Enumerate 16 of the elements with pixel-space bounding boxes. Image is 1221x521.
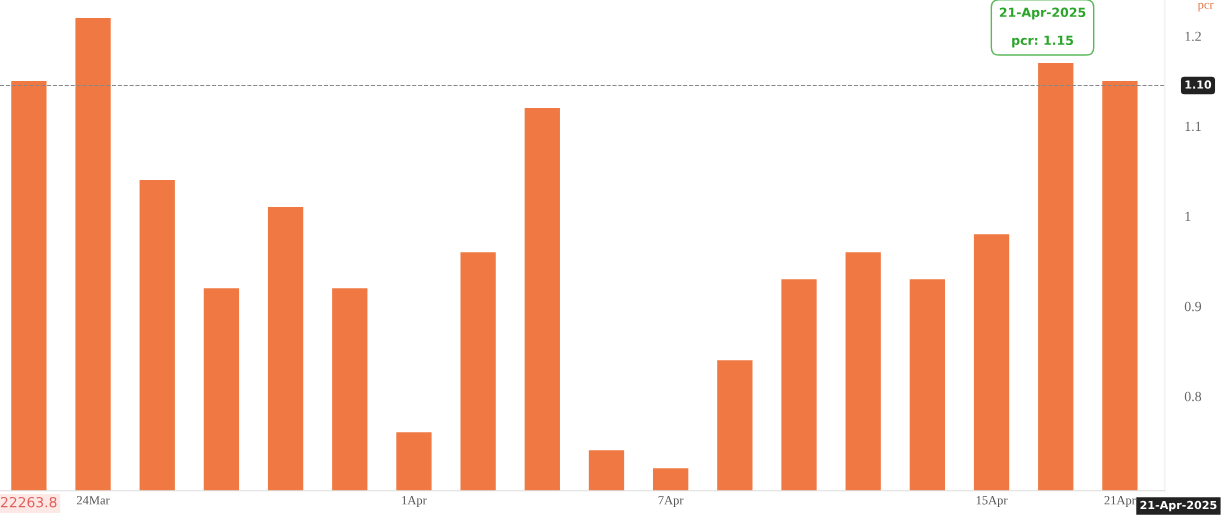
y-axis-title: pcr (1197, 2, 1214, 12)
x-tick-label: 15Apr (976, 496, 1008, 507)
y-tick-label: 1.1 (1185, 121, 1201, 132)
text: 22263.8 (1, 496, 57, 508)
annotation: pcr: 1.15 (1012, 35, 1074, 48)
text: 1.10 (1185, 80, 1212, 89)
text: 21-Apr-2025 (1140, 500, 1217, 512)
x-tick-label: 24Mar (76, 496, 110, 505)
y-tick-label: 0.9 (1184, 301, 1202, 312)
y-tick-label: 1 (1185, 211, 1191, 221)
annotation: 21-Apr-2025 (999, 7, 1086, 20)
y-tick-label: 1.2 (1185, 31, 1201, 42)
x-tick-label: 1Apr (402, 496, 427, 507)
x-tick-label: 21Apr (1104, 496, 1136, 507)
y-tick-label: 0.8 (1184, 391, 1202, 402)
x-tick-label: 7Apr (658, 496, 684, 507)
